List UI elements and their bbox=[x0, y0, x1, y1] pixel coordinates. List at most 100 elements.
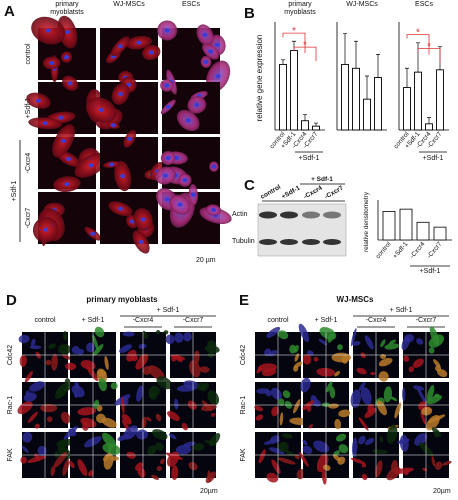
cell bbox=[268, 349, 278, 357]
group-label: +Sdf-1 bbox=[299, 155, 320, 162]
cell bbox=[282, 390, 291, 399]
cell bbox=[334, 418, 342, 430]
cell bbox=[86, 342, 95, 353]
error-bar bbox=[427, 117, 431, 124]
cell bbox=[77, 407, 97, 416]
lane-label: control bbox=[260, 184, 283, 201]
column-header: -Cxcr4 bbox=[133, 317, 154, 324]
cell bbox=[18, 334, 30, 344]
cell bbox=[298, 323, 310, 342]
cell bbox=[437, 368, 448, 378]
nucleus bbox=[208, 49, 214, 54]
nucleus bbox=[140, 217, 146, 222]
nucleus bbox=[214, 42, 220, 47]
cell bbox=[318, 338, 328, 346]
cell bbox=[57, 344, 72, 355]
cell bbox=[193, 350, 200, 364]
cell bbox=[263, 439, 280, 445]
cell bbox=[337, 456, 346, 465]
cell bbox=[138, 343, 147, 349]
error-bar bbox=[405, 67, 409, 88]
cell bbox=[380, 354, 387, 359]
nucleus bbox=[174, 155, 180, 160]
cell bbox=[134, 462, 144, 471]
cell bbox=[175, 444, 192, 455]
cell bbox=[98, 378, 107, 392]
cell bbox=[412, 385, 424, 391]
cell bbox=[22, 431, 33, 443]
nucleus bbox=[185, 118, 191, 123]
cell bbox=[30, 338, 36, 347]
nucleus bbox=[117, 44, 123, 49]
error-bar bbox=[303, 114, 307, 121]
cell bbox=[46, 416, 53, 423]
cell bbox=[414, 433, 428, 446]
cell bbox=[278, 441, 289, 453]
cell bbox=[34, 423, 40, 429]
cell bbox=[63, 330, 68, 341]
cell bbox=[403, 355, 410, 362]
cell bbox=[193, 443, 205, 451]
panel-title: primary myoblasts bbox=[86, 295, 158, 304]
nucleus bbox=[190, 192, 196, 197]
nucleus bbox=[148, 50, 154, 55]
blot-band bbox=[280, 239, 298, 245]
cell bbox=[313, 440, 330, 453]
cell bbox=[201, 404, 217, 412]
cell bbox=[281, 433, 293, 439]
column-header: + Sdf-1 bbox=[315, 317, 338, 324]
cell bbox=[399, 434, 409, 452]
cell bbox=[142, 366, 152, 375]
nucleus bbox=[90, 231, 96, 236]
cell bbox=[189, 360, 201, 378]
column-header: -Cxcr4 bbox=[366, 317, 387, 324]
cell bbox=[77, 459, 88, 477]
cell bbox=[154, 442, 164, 451]
cell bbox=[416, 338, 424, 345]
blot-band bbox=[302, 239, 320, 245]
row-label: Rac-1 bbox=[7, 396, 14, 415]
cell bbox=[302, 445, 313, 455]
significance-star: * bbox=[292, 26, 296, 37]
cell bbox=[370, 371, 376, 376]
cell bbox=[181, 422, 188, 431]
cell bbox=[279, 412, 284, 426]
x-tick-label: control bbox=[375, 240, 393, 260]
error-bar bbox=[376, 54, 380, 78]
nucleus bbox=[109, 162, 115, 167]
panel-label: E bbox=[239, 292, 249, 309]
cell bbox=[92, 334, 99, 351]
nucleus bbox=[177, 202, 183, 207]
cell bbox=[156, 376, 173, 390]
cell bbox=[207, 390, 220, 405]
cell bbox=[319, 326, 337, 340]
cell bbox=[365, 438, 375, 445]
cell bbox=[271, 459, 281, 474]
cell bbox=[102, 432, 116, 448]
cell bbox=[86, 365, 99, 382]
cell bbox=[80, 360, 96, 370]
cell bbox=[27, 411, 38, 423]
column-header: primary myoblatsts bbox=[50, 1, 84, 16]
group-label: +Sdf-1 bbox=[420, 268, 441, 275]
cell bbox=[271, 387, 282, 400]
cell bbox=[53, 451, 68, 468]
nucleus bbox=[215, 74, 221, 79]
cell bbox=[302, 354, 312, 365]
cell bbox=[265, 390, 273, 397]
nucleus bbox=[88, 163, 94, 168]
blot-band bbox=[323, 211, 341, 219]
blot-band bbox=[259, 239, 277, 245]
column-header: control bbox=[267, 317, 288, 324]
cell bbox=[20, 456, 27, 464]
chart-title: WJ-MSCs bbox=[346, 1, 378, 8]
row-label: -Cxcr4 bbox=[25, 153, 32, 174]
blot-band bbox=[280, 211, 298, 219]
cell bbox=[390, 396, 398, 402]
cell bbox=[126, 349, 137, 362]
cell bbox=[431, 456, 436, 467]
chart-title: primary myoblasts bbox=[284, 1, 316, 16]
cell bbox=[306, 350, 314, 356]
cell bbox=[254, 405, 264, 412]
